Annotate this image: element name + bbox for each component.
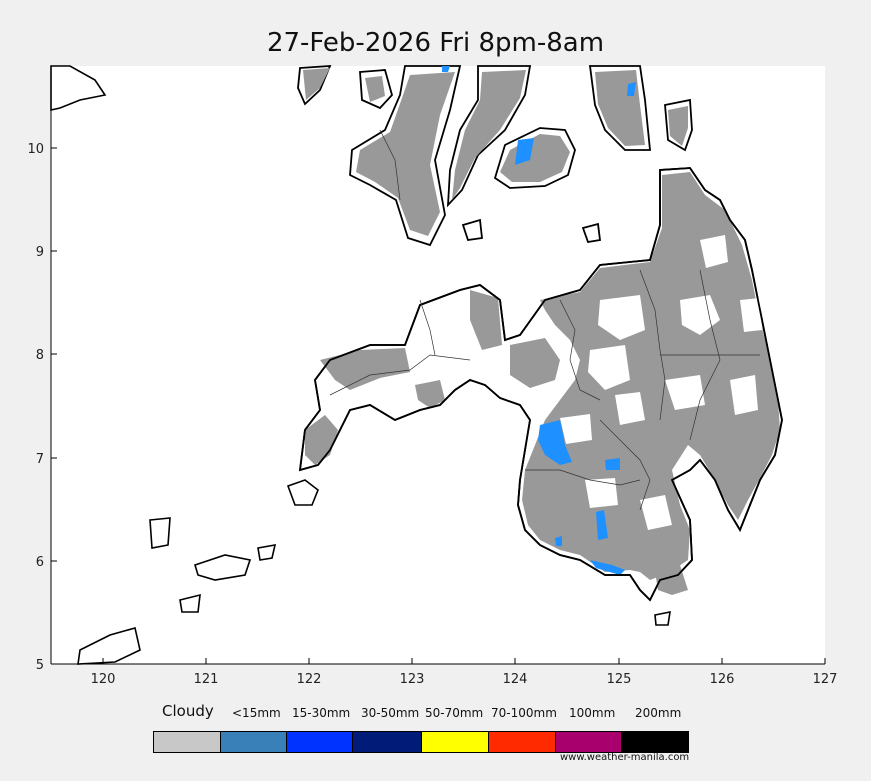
- land-west: [50, 65, 671, 665]
- x-tick-label: 122: [297, 672, 322, 687]
- y-tick-label: 7: [36, 452, 44, 467]
- legend-label: 15-30mm: [292, 706, 351, 720]
- y-tick-label: 5: [36, 658, 44, 673]
- x-tick-label: 126: [710, 672, 735, 687]
- x-tick-label: 120: [91, 672, 116, 687]
- legend-swatch-50-70: [421, 731, 489, 753]
- light-rain: [442, 66, 636, 575]
- map-title: 27-Feb-2026 Fri 8pm-8am: [266, 28, 605, 58]
- legend-swatch-cloudy: [153, 731, 221, 753]
- legend-label: 30-50mm: [361, 706, 420, 720]
- legend-label: 50-70mm: [425, 706, 484, 720]
- coastline: [298, 167, 783, 602]
- legend-swatch-30-50: [352, 731, 422, 753]
- x-tick-label: 121: [194, 672, 219, 687]
- x-tick-label: 124: [503, 672, 528, 687]
- legend-label: 70-100mm: [491, 706, 557, 720]
- legend-swatch-15-30: [286, 731, 353, 753]
- legend-label: 200mm: [635, 706, 682, 720]
- legend-swatch-100: [555, 731, 622, 753]
- site-credit: www.weather-manila.com: [560, 752, 690, 763]
- province-boundaries: [329, 129, 760, 511]
- x-tick-label: 123: [400, 672, 425, 687]
- y-tick-label: 9: [36, 245, 44, 260]
- cloud-cover: [303, 68, 780, 595]
- y-tick-label: 6: [36, 555, 44, 570]
- x-tick-label: 127: [813, 672, 838, 687]
- legend-title: Cloudy: [162, 702, 214, 720]
- x-tick-label: 125: [607, 672, 632, 687]
- y-ticks: [51, 147, 57, 665]
- y-tick-label: 10: [27, 142, 44, 157]
- axes-frame: [50, 66, 825, 665]
- legend-label: 100mm: [569, 706, 616, 720]
- y-tick-label: 8: [36, 348, 44, 363]
- legend-swatch-70-100: [488, 731, 556, 753]
- legend-label: <15mm: [232, 706, 281, 720]
- clear-patches: [560, 235, 762, 530]
- x-ticks: [102, 658, 826, 664]
- legend-swatch-200: [621, 731, 689, 753]
- legend-swatch-lt15: [220, 731, 287, 753]
